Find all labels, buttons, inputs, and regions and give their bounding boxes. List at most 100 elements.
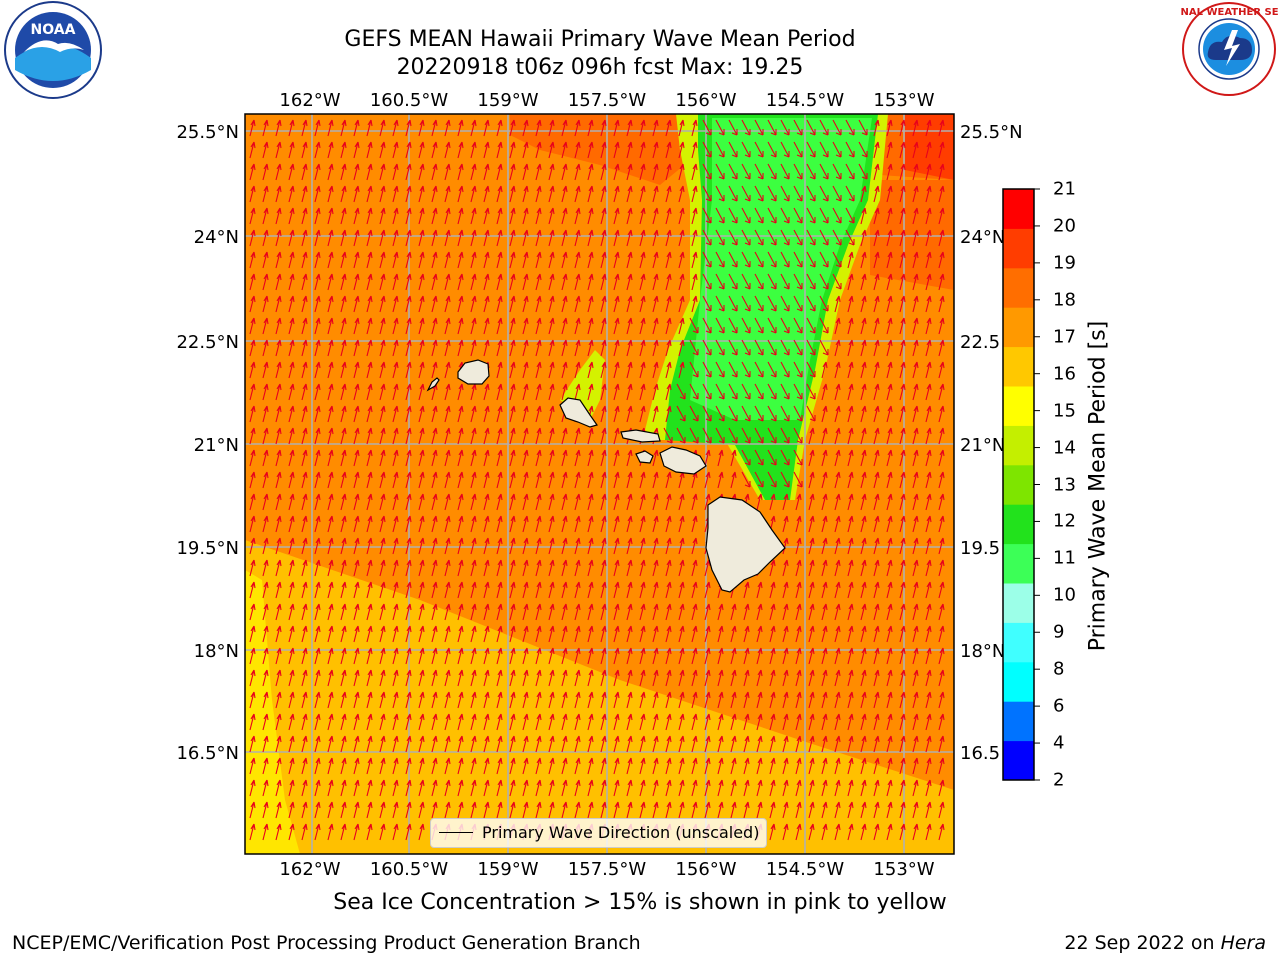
wave-arrow bbox=[767, 163, 777, 180]
wave-arrow bbox=[912, 339, 919, 357]
wave-arrow bbox=[392, 647, 399, 665]
wave-arrow bbox=[652, 471, 659, 489]
wave-arrow bbox=[288, 669, 295, 687]
wave-arrow bbox=[639, 493, 646, 511]
wave-arrow bbox=[886, 757, 893, 775]
wave-arrow bbox=[301, 735, 308, 753]
wave-arrow bbox=[431, 669, 438, 687]
wave-arrow bbox=[754, 185, 764, 202]
wave-arrow bbox=[847, 427, 854, 445]
wave-arrow bbox=[795, 603, 802, 621]
wave-arrow bbox=[418, 141, 425, 159]
wave-arrow bbox=[756, 735, 763, 753]
wave-arrow bbox=[886, 339, 893, 357]
wave-arrow bbox=[938, 317, 945, 335]
wave-arrow bbox=[392, 339, 399, 357]
wave-arrow bbox=[886, 801, 893, 819]
wave-arrow bbox=[808, 471, 815, 489]
wave-arrow bbox=[574, 625, 581, 643]
wave-arrow bbox=[535, 669, 542, 687]
wave-arrow bbox=[938, 647, 945, 665]
wave-arrow bbox=[626, 405, 633, 423]
lat-label: 22.5°N bbox=[176, 332, 239, 353]
wave-arrow bbox=[847, 515, 854, 533]
wave-arrow bbox=[860, 207, 867, 225]
period-band-10-11-core bbox=[690, 118, 872, 420]
wave-arrow bbox=[483, 141, 490, 159]
wave-arrow bbox=[418, 273, 425, 291]
wave-arrow bbox=[275, 823, 282, 841]
wave-arrow bbox=[444, 493, 451, 511]
wave-arrow bbox=[678, 493, 685, 511]
wave-arrow bbox=[457, 339, 464, 357]
wave-arrow bbox=[522, 229, 529, 247]
wave-arrow bbox=[780, 427, 790, 444]
wave-arrow bbox=[754, 383, 764, 400]
wave-arrow bbox=[741, 163, 751, 180]
wave-arrow bbox=[756, 493, 763, 511]
wave-arrow bbox=[873, 141, 880, 159]
wave-arrow bbox=[639, 339, 646, 357]
wave-arrow bbox=[639, 207, 646, 225]
wave-arrow bbox=[767, 449, 777, 466]
wave-arrow bbox=[613, 559, 620, 577]
wave-arrow bbox=[600, 757, 607, 775]
wave-arrow bbox=[275, 559, 282, 577]
wave-arrow bbox=[780, 141, 790, 158]
wave-arrow bbox=[340, 449, 347, 467]
wave-arrow bbox=[379, 735, 386, 753]
wave-arrow bbox=[327, 559, 334, 577]
wave-arrow bbox=[741, 273, 751, 290]
wave-arrow bbox=[795, 581, 802, 599]
wave-arrow bbox=[444, 119, 451, 137]
wave-arrow bbox=[767, 119, 777, 136]
wave-arrow bbox=[379, 163, 386, 181]
wave-arrow bbox=[925, 185, 932, 203]
wave-arrow bbox=[834, 405, 841, 423]
wave-arrow bbox=[483, 515, 490, 533]
wave-arrow bbox=[806, 339, 816, 356]
wave-arrow bbox=[899, 713, 906, 731]
wave-arrow bbox=[741, 383, 751, 400]
wave-arrow bbox=[702, 251, 712, 268]
colorbar-swatch bbox=[1003, 307, 1034, 348]
wave-arrow bbox=[613, 119, 620, 137]
wave-arrow bbox=[858, 163, 868, 180]
wave-arrow bbox=[847, 273, 854, 291]
wave-arrow bbox=[327, 823, 334, 841]
wave-arrow bbox=[314, 163, 321, 181]
wave-arrow bbox=[496, 669, 503, 687]
wave-arrow bbox=[353, 207, 360, 225]
wave-arrow bbox=[535, 251, 542, 269]
wave-arrow bbox=[522, 119, 529, 137]
wave-arrow bbox=[780, 207, 790, 224]
wave-arrow bbox=[535, 757, 542, 775]
wave-arrow bbox=[756, 713, 763, 731]
wave-arrow bbox=[587, 449, 594, 467]
wave-arrow bbox=[431, 691, 438, 709]
wave-arrow bbox=[834, 383, 841, 401]
wave-arrow bbox=[743, 779, 750, 797]
wave-arrow bbox=[793, 405, 803, 422]
wave-arrow bbox=[769, 779, 776, 797]
wave-arrow bbox=[470, 735, 477, 753]
wave-arrow bbox=[457, 317, 464, 335]
wave-arrow bbox=[366, 449, 373, 467]
wave-arrow bbox=[795, 713, 802, 731]
wave-arrow bbox=[652, 207, 659, 225]
wave-arrow bbox=[873, 779, 880, 797]
wave-arrow bbox=[288, 493, 295, 511]
wave-arrow bbox=[665, 383, 672, 401]
wave-arrow bbox=[483, 471, 490, 489]
wave-arrow bbox=[496, 713, 503, 731]
wave-arrow bbox=[314, 801, 321, 819]
wave-arrow bbox=[613, 647, 620, 665]
wave-arrow bbox=[691, 229, 698, 247]
wave-arrow bbox=[457, 559, 464, 577]
wave-arrow bbox=[587, 163, 594, 181]
wave-arrow bbox=[808, 823, 815, 841]
wave-arrow bbox=[821, 361, 828, 379]
wave-arrow bbox=[925, 207, 932, 225]
wave-arrow bbox=[301, 493, 308, 511]
wave-arrow bbox=[652, 647, 659, 665]
